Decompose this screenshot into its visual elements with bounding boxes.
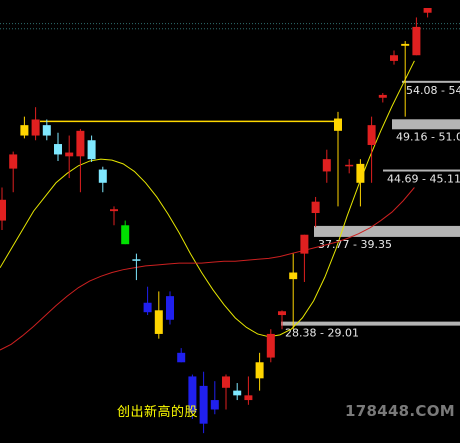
candle — [390, 50, 398, 65]
candle-body — [121, 225, 130, 245]
candle — [177, 348, 186, 363]
price-zone-bar — [281, 321, 460, 326]
candle — [143, 286, 152, 316]
candle — [0, 187, 6, 231]
candle — [188, 374, 197, 419]
candle — [121, 220, 130, 245]
candle — [65, 135, 74, 179]
candle — [222, 374, 230, 410]
candle-body — [110, 209, 118, 212]
candle-body — [154, 310, 163, 334]
chart-caption: 创出新高的股 — [117, 405, 199, 420]
candle-body — [412, 26, 421, 56]
candle-body — [98, 169, 107, 183]
candle-body — [199, 385, 208, 424]
candle — [199, 371, 208, 434]
candle — [412, 17, 421, 56]
candle — [166, 291, 174, 325]
candle-body — [334, 118, 342, 131]
candle — [401, 41, 410, 117]
candle — [311, 196, 320, 228]
candle-body — [9, 154, 18, 169]
candle-body — [177, 352, 186, 363]
candle-body — [311, 201, 320, 214]
candle — [54, 132, 62, 162]
candle — [300, 234, 309, 282]
price-zone-label: 49.16 - 51.0 — [396, 130, 460, 143]
candle — [244, 376, 253, 405]
price-zone-bar — [383, 169, 460, 172]
price-zone-label: 28.38 - 29.01 — [285, 327, 359, 340]
candle-body — [278, 311, 286, 316]
candle-body — [233, 390, 242, 396]
candle-body — [54, 144, 62, 155]
candle — [110, 206, 118, 226]
candle-body — [222, 376, 230, 388]
candle — [289, 253, 298, 330]
candle-body — [401, 43, 410, 46]
candle — [87, 135, 96, 162]
candle — [154, 291, 163, 339]
candle-body — [322, 159, 331, 172]
candle — [210, 381, 219, 415]
price-zone-bar — [314, 225, 460, 237]
candle-body — [0, 199, 6, 221]
candle — [233, 383, 242, 401]
candle-body — [76, 130, 85, 157]
candle — [322, 149, 331, 183]
candle-body — [143, 302, 152, 313]
candle — [378, 93, 387, 103]
candle-body — [31, 119, 40, 136]
candle — [42, 119, 51, 141]
candle-body — [345, 164, 354, 167]
candle-body — [255, 362, 264, 379]
candle-body — [210, 400, 219, 410]
candle-body — [65, 152, 74, 157]
candle-body — [356, 163, 365, 183]
candle — [9, 151, 18, 193]
candle — [334, 111, 342, 207]
price-zone-bar — [392, 119, 460, 130]
candle-body — [188, 376, 197, 413]
candle-body — [300, 234, 309, 254]
candle-body — [87, 140, 96, 160]
candle-body — [423, 8, 432, 13]
site-watermark: 178448.COM — [345, 402, 456, 420]
candle-body — [367, 125, 376, 145]
candle — [423, 8, 432, 18]
red-moving-average — [0, 187, 415, 351]
price-zone-bar — [402, 80, 460, 83]
candle-body — [289, 272, 298, 280]
candle — [132, 253, 141, 281]
candle — [367, 116, 376, 183]
candle-body — [166, 296, 174, 320]
price-zone-label: 54.08 - 54 — [406, 84, 460, 97]
candle-body — [390, 55, 398, 61]
price-zone-label: 44.69 - 45.11 — [387, 173, 460, 186]
candle-body — [20, 125, 29, 136]
candle — [76, 128, 85, 193]
candle — [356, 159, 365, 207]
yellow-moving-average — [0, 60, 415, 338]
candle-body — [244, 395, 253, 401]
candle — [266, 329, 275, 363]
candle — [98, 166, 107, 193]
candle — [255, 352, 264, 391]
candle-body — [42, 125, 51, 136]
candle — [31, 107, 40, 141]
candle — [345, 159, 354, 174]
candle — [278, 310, 286, 330]
candle-body — [132, 259, 141, 261]
candle — [20, 116, 29, 139]
candle-body — [266, 333, 275, 358]
candle-body — [378, 94, 387, 98]
